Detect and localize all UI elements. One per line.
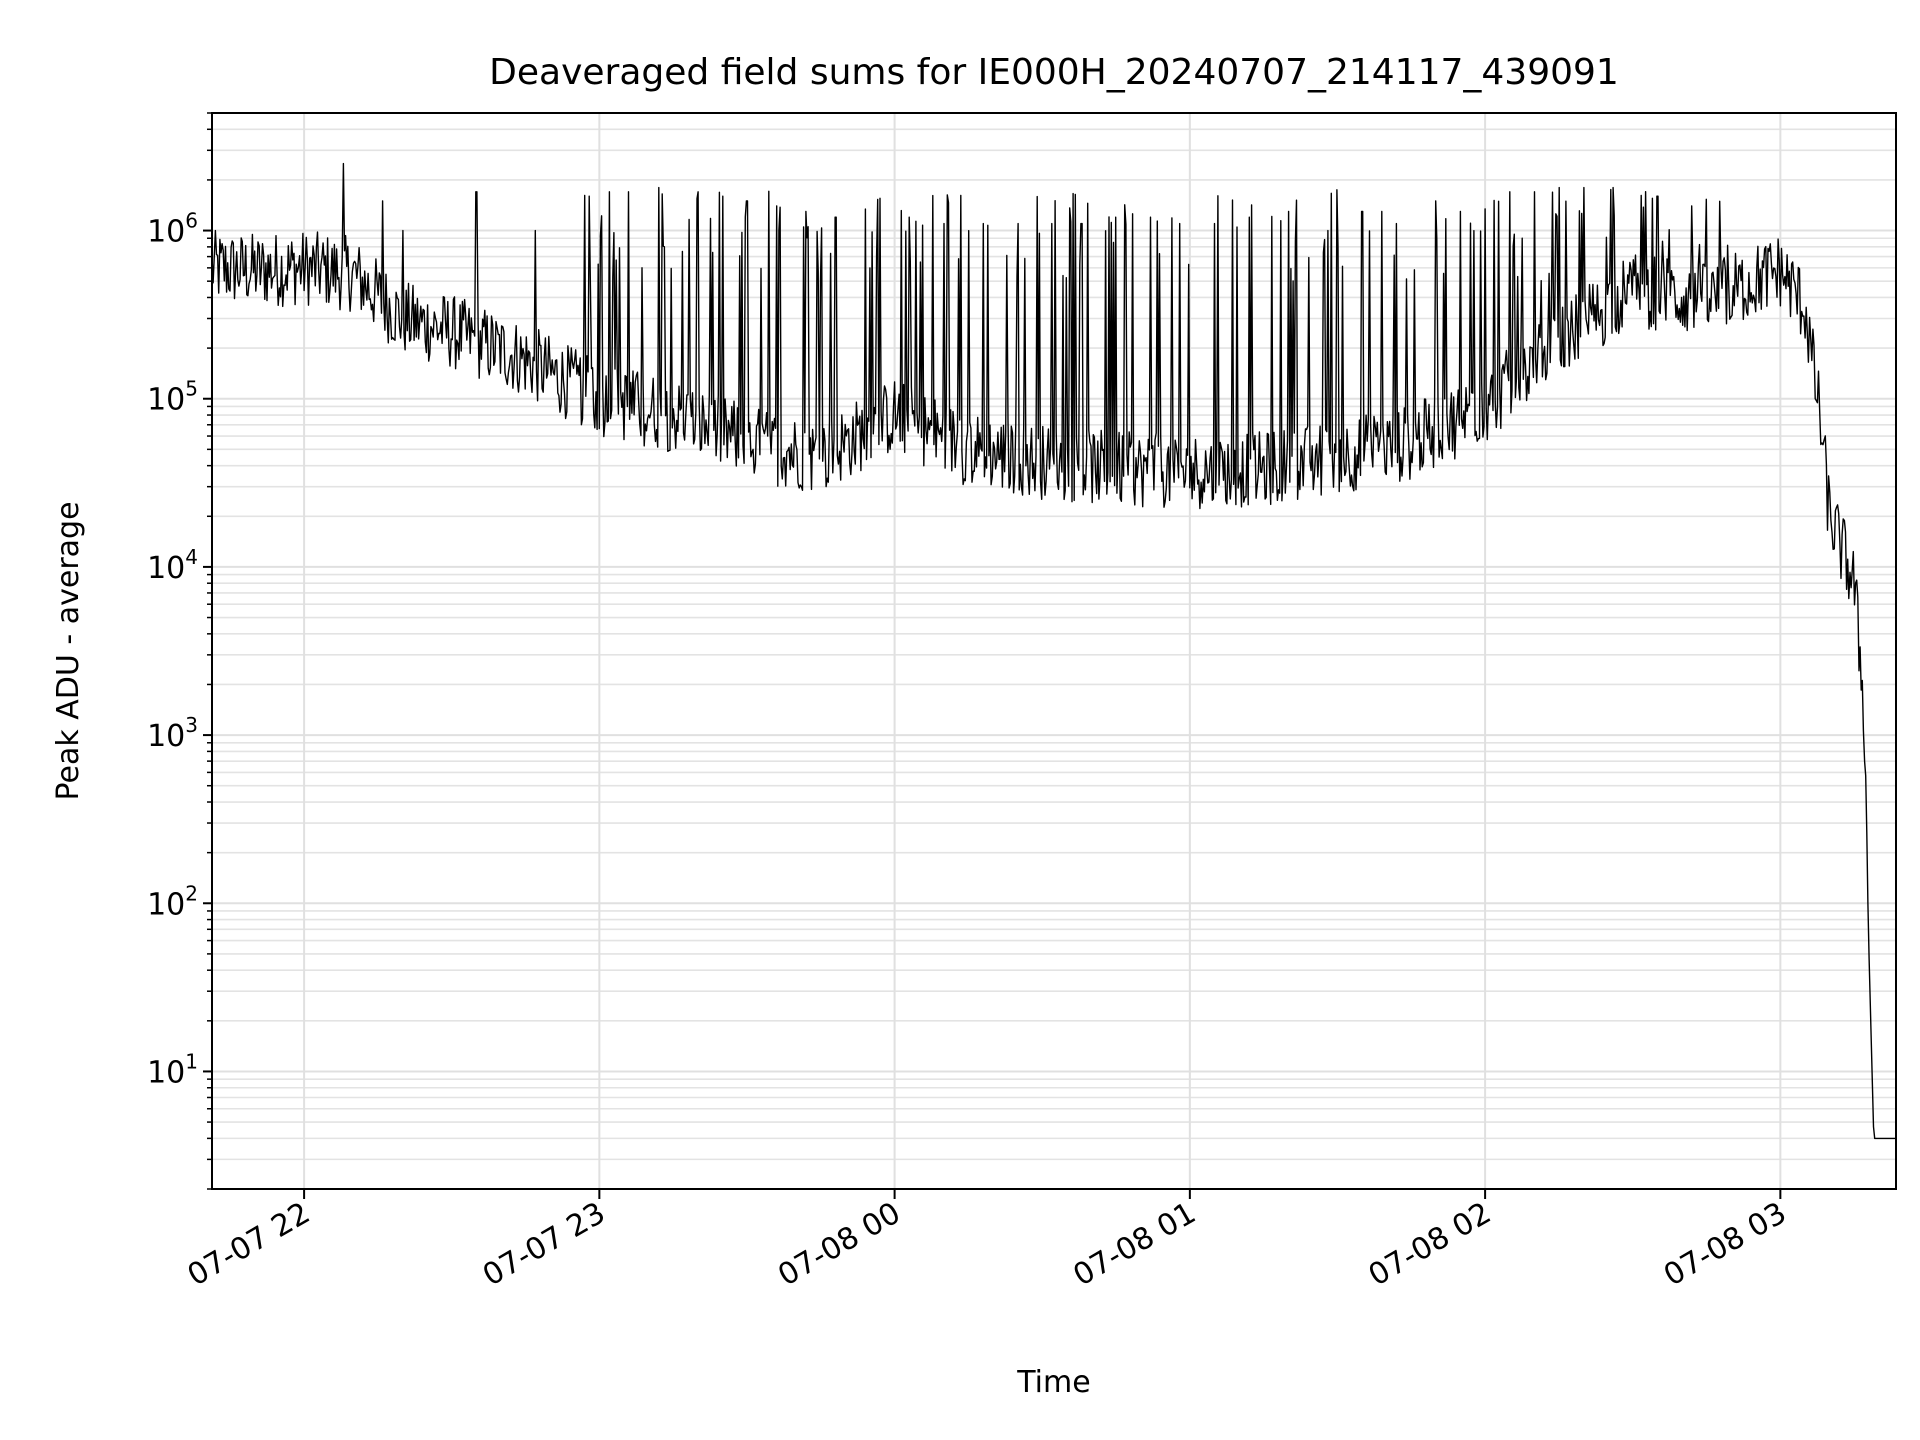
y-tick-label: 106 [147,209,198,250]
series-line [212,162,1896,1140]
y-axis: 101 102 103 104 105 106 [147,112,212,1190]
y-axis-label: Peak ADU - average [51,501,86,800]
chart-title: Deaveraged field sums for IE000H_2024070… [489,52,1619,93]
y-tick-label: 104 [147,545,198,586]
plot-area [212,162,1896,1140]
y-tick-label: 105 [147,377,198,418]
y-tick-label: 101 [147,1049,198,1090]
y-tick-label: 102 [147,881,198,922]
x-axis-label: Time [1016,1365,1090,1400]
y-tick-label: 103 [147,713,198,754]
plot-frame [211,112,1897,1190]
